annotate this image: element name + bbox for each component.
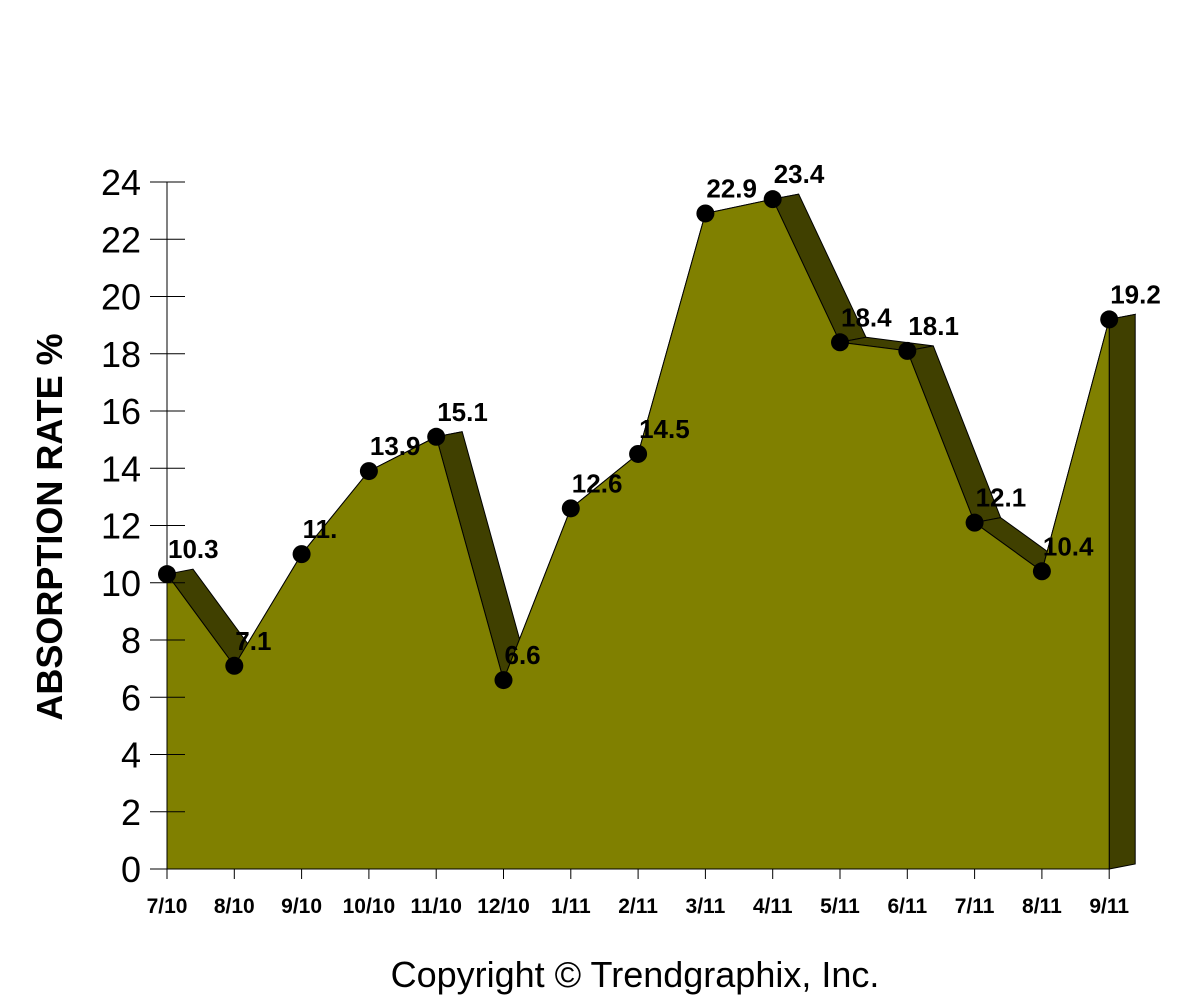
data-label: 10.4 bbox=[1043, 531, 1094, 561]
data-point bbox=[763, 190, 782, 209]
data-label: 12.6 bbox=[572, 468, 623, 498]
y-tick-label: 18 bbox=[101, 334, 141, 375]
y-tick-label: 24 bbox=[101, 162, 141, 203]
x-tick-label: 12/10 bbox=[477, 895, 530, 918]
data-point bbox=[158, 565, 176, 584]
data-point bbox=[696, 204, 715, 223]
data-point bbox=[359, 462, 378, 481]
data-label: 18.4 bbox=[841, 302, 892, 332]
data-point bbox=[561, 499, 580, 518]
y-tick-label: 0 bbox=[121, 849, 141, 890]
y-tick-label: 14 bbox=[101, 448, 141, 489]
data-point bbox=[898, 341, 917, 360]
area-fill bbox=[166, 198, 1110, 870]
data-label: 11. bbox=[303, 514, 338, 544]
data-label: 14.5 bbox=[639, 414, 690, 444]
data-label: 18.1 bbox=[908, 311, 959, 341]
x-tick-label: 3/11 bbox=[686, 895, 726, 918]
copyright-footer: Copyright © Trendgraphix, Inc. bbox=[391, 954, 880, 995]
x-tick-label: 2/11 bbox=[618, 895, 658, 918]
y-tick-label: 22 bbox=[101, 219, 141, 260]
x-tick-label: 7/11 bbox=[955, 895, 995, 918]
data-label: 6.6 bbox=[505, 640, 541, 670]
depth-side-face bbox=[1108, 313, 1136, 870]
data-markers bbox=[158, 190, 1119, 690]
data-label: 22.9 bbox=[706, 173, 757, 203]
data-point bbox=[225, 656, 244, 675]
data-label: 7.1 bbox=[235, 626, 271, 656]
y-axis-title: ABSORPTION RATE % bbox=[29, 333, 70, 720]
x-tick-label: 7/10 bbox=[147, 895, 188, 918]
plot-area bbox=[166, 198, 1110, 870]
data-label: 23.4 bbox=[774, 159, 825, 189]
y-tick-label: 8 bbox=[121, 620, 141, 661]
x-tick-label: 5/11 bbox=[820, 895, 860, 918]
data-label: 13.9 bbox=[370, 431, 421, 461]
data-label: 15.1 bbox=[437, 397, 488, 427]
y-tick-label: 16 bbox=[101, 391, 141, 432]
x-tick-label: 9/11 bbox=[1089, 895, 1129, 918]
x-tick-label: 10/10 bbox=[343, 895, 396, 918]
y-tick-label: 6 bbox=[121, 677, 141, 718]
data-point bbox=[831, 333, 849, 352]
y-tick-label: 4 bbox=[121, 735, 141, 776]
y-tick-label: 20 bbox=[101, 277, 141, 318]
data-label: 12.1 bbox=[976, 483, 1027, 513]
x-tick-label: 11/10 bbox=[410, 895, 461, 918]
x-tick-label: 1/11 bbox=[551, 895, 591, 918]
data-point bbox=[494, 671, 513, 690]
data-point bbox=[629, 444, 648, 463]
data-label: 10.3 bbox=[168, 534, 219, 564]
x-tick-label: 6/11 bbox=[887, 895, 927, 918]
data-point bbox=[1032, 562, 1051, 581]
data-point bbox=[1100, 310, 1119, 329]
data-point bbox=[292, 545, 311, 564]
data-point bbox=[427, 427, 446, 446]
x-tick-label: 8/10 bbox=[214, 895, 255, 918]
x-axis-labels: 7/10 8/10 9/10 10/10 11/10 12/10 1/11 2/11 3/11 4… bbox=[147, 869, 1129, 918]
data-labels: 10.3 7.1 11. 13.9 15.1 6.6 12.6 14.5 22.9 23.4 18.… bbox=[168, 159, 1161, 670]
x-tick-label: 9/10 bbox=[281, 895, 322, 918]
x-tick-label: 8/11 bbox=[1022, 895, 1062, 918]
y-tick-label: 12 bbox=[101, 506, 141, 547]
y-tick-label: 10 bbox=[101, 563, 141, 604]
x-tick-label: 4/11 bbox=[753, 895, 793, 918]
data-label: 19.2 bbox=[1110, 279, 1161, 309]
y-tick-label: 2 bbox=[121, 792, 141, 833]
data-point bbox=[965, 513, 984, 532]
